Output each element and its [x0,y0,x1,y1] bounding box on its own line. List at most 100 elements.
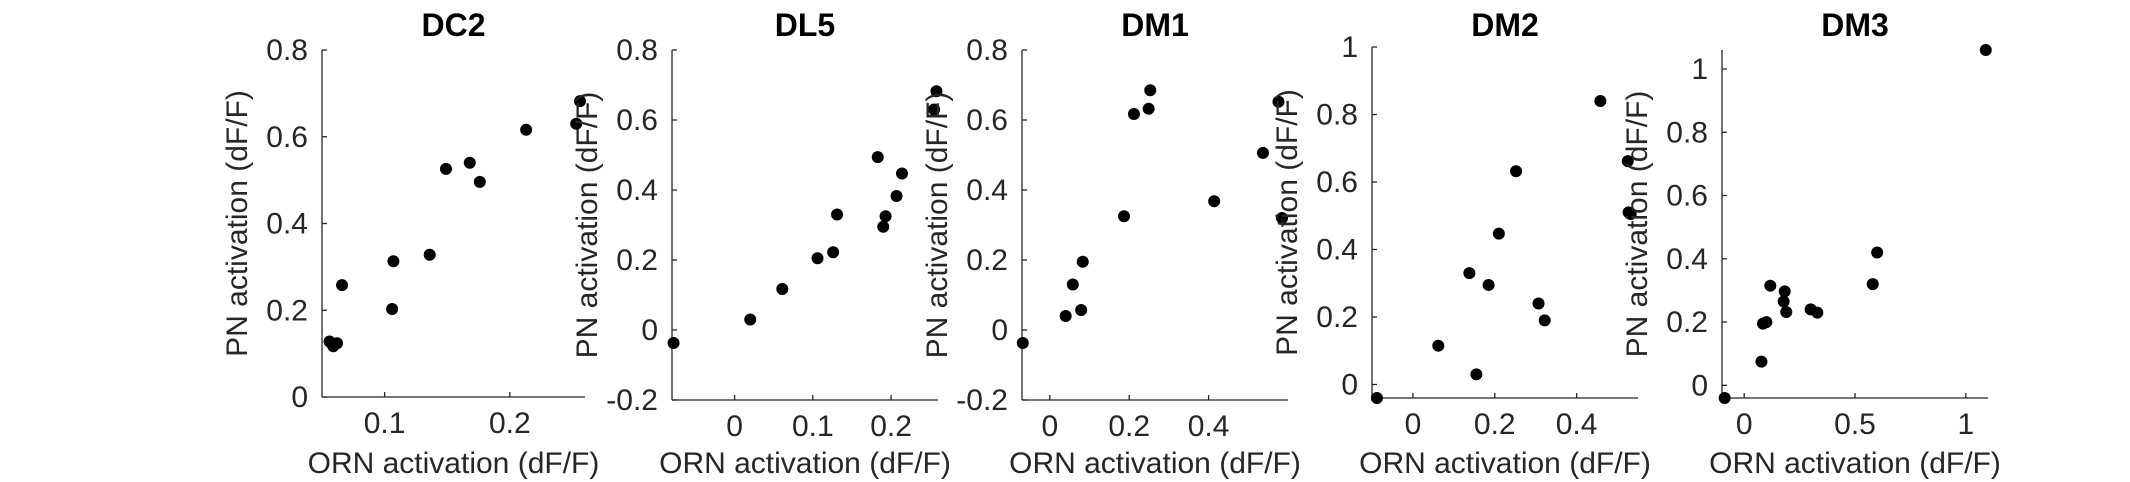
data-point [570,117,583,130]
data-point [1127,108,1140,121]
y-axis-label: PN activation (dF/F) [221,90,254,357]
y-tick-label: 0.6 [966,104,1008,137]
y-axis-label: PN activation (dF/F) [571,92,604,359]
y-tick-label: 0.8 [616,34,658,67]
data-point [1866,278,1879,291]
data-point [1272,95,1285,108]
y-tick-label: 0.6 [1666,180,1708,213]
data-point [1059,310,1072,322]
data-point [1777,295,1790,308]
data-point [776,283,789,296]
y-tick-label: 0 [291,381,308,414]
x-axis-label: ORN activation (dF/F) [1009,447,1301,480]
data-point [1538,314,1551,327]
data-point [1532,297,1545,310]
chart-panel-4: DM2 0 0.2 0.4 0.6 0.8 1 0 0.2 0.4 ORN activation (… [1271,7,1651,480]
data-point [386,302,399,315]
data-point [1142,102,1155,115]
x-axis-label: ORN activation (dF/F) [1359,447,1651,480]
y-tick-label: -0.2 [956,384,1008,417]
y-axis-label: PN activation (dF/F) [921,92,954,359]
y-tick-label: 0.8 [266,34,308,67]
x-tick-label: 0.1 [364,407,406,440]
data-point [827,246,840,259]
data-point [473,175,486,188]
y-tick-label: 0.4 [1666,243,1708,276]
x-tick-label: 0.2 [1474,408,1516,441]
data-point [744,313,757,326]
data-point [877,220,890,233]
data-point [896,167,909,180]
x-tick-label: 0.1 [792,410,834,443]
y-tick-label: 0.4 [616,174,658,207]
data-point [1780,305,1793,318]
x-tick-label: 0 [1405,408,1422,441]
data-point [1594,95,1607,107]
y-tick-label: 0.8 [1316,99,1358,132]
chart-title: DC2 [421,7,485,43]
y-tick-label: 0.2 [1666,306,1708,339]
y-tick-label: 0 [1691,369,1708,402]
x-tick-label: 0.4 [1556,408,1598,441]
x-axis-label: ORN activation (dF/F) [308,447,600,480]
data-point [930,85,943,98]
data-point [1718,392,1731,404]
data-point [871,151,884,164]
y-tick-label: 0.2 [966,244,1008,277]
data-point [1432,339,1445,352]
y-tick-label: 0.8 [966,34,1008,67]
y-tick-label: 1 [1341,31,1358,64]
y-tick-label: 0.4 [266,208,308,241]
x-tick-label: 1 [1957,408,1974,441]
y-tick-label: 0.6 [1316,166,1358,199]
data-point [520,123,533,136]
chart-panel-3: DM1 -0.2 0 0.2 0.4 0.6 0.8 0 0.2 0.4 ORN activatio… [921,7,1301,480]
y-tick-label: 0 [1341,369,1358,402]
data-point [890,189,903,202]
y-tick-label: 0.2 [1316,301,1358,334]
chart-title: DM2 [1471,7,1539,43]
x-tick-label: 0 [1736,408,1753,441]
data-point [811,252,824,265]
y-tick-label: 0.4 [1316,234,1358,267]
y-tick-label: 0.2 [266,294,308,327]
y-tick-label: 0 [641,314,658,347]
data-point [1076,255,1089,268]
data-point [463,156,476,169]
y-tick-label: -0.2 [606,384,658,417]
data-point [439,162,452,175]
data-point [1482,278,1495,291]
data-point [1144,84,1157,97]
y-tick-label: 0.8 [1666,116,1708,149]
data-point [1760,316,1773,329]
x-tick-label: 0.2 [870,410,912,443]
data-point [1118,210,1131,223]
data-point [1811,306,1824,319]
x-tick-label: 0 [1041,410,1058,443]
data-point [1276,212,1289,224]
data-point [1075,304,1088,317]
data-point [331,337,344,350]
data-point [423,248,436,261]
x-tick-label: 0.5 [1834,408,1876,441]
chart-title: DL5 [775,7,835,43]
data-point [573,95,586,108]
x-tick-label: 0.2 [489,407,531,440]
data-point [1778,285,1791,298]
y-axis-label: PN activation (dF/F) [1271,89,1304,356]
y-tick-label: 0.6 [616,104,658,137]
data-point [1208,195,1221,208]
data-point [1510,165,1523,178]
data-point [1470,368,1483,381]
chart-panel-1: DC2 0 0.2 0.4 0.6 0.8 0.1 0.2 ORN activation (dF… [221,7,599,480]
y-tick-label: 0.4 [966,174,1008,207]
y-axis-label: PN activation (dF/F) [1621,91,1654,358]
data-point [879,210,892,223]
data-point [1755,355,1768,368]
chart-panel-5: DM3 0 0.2 0.4 0.6 0.8 1 0 0.5 1 ORN activation (dF… [1621,7,2001,480]
y-tick-label: 1 [1691,53,1708,86]
x-axis-label: ORN activation (dF/F) [659,447,951,480]
data-point [928,103,941,116]
data-point [1979,44,1992,56]
